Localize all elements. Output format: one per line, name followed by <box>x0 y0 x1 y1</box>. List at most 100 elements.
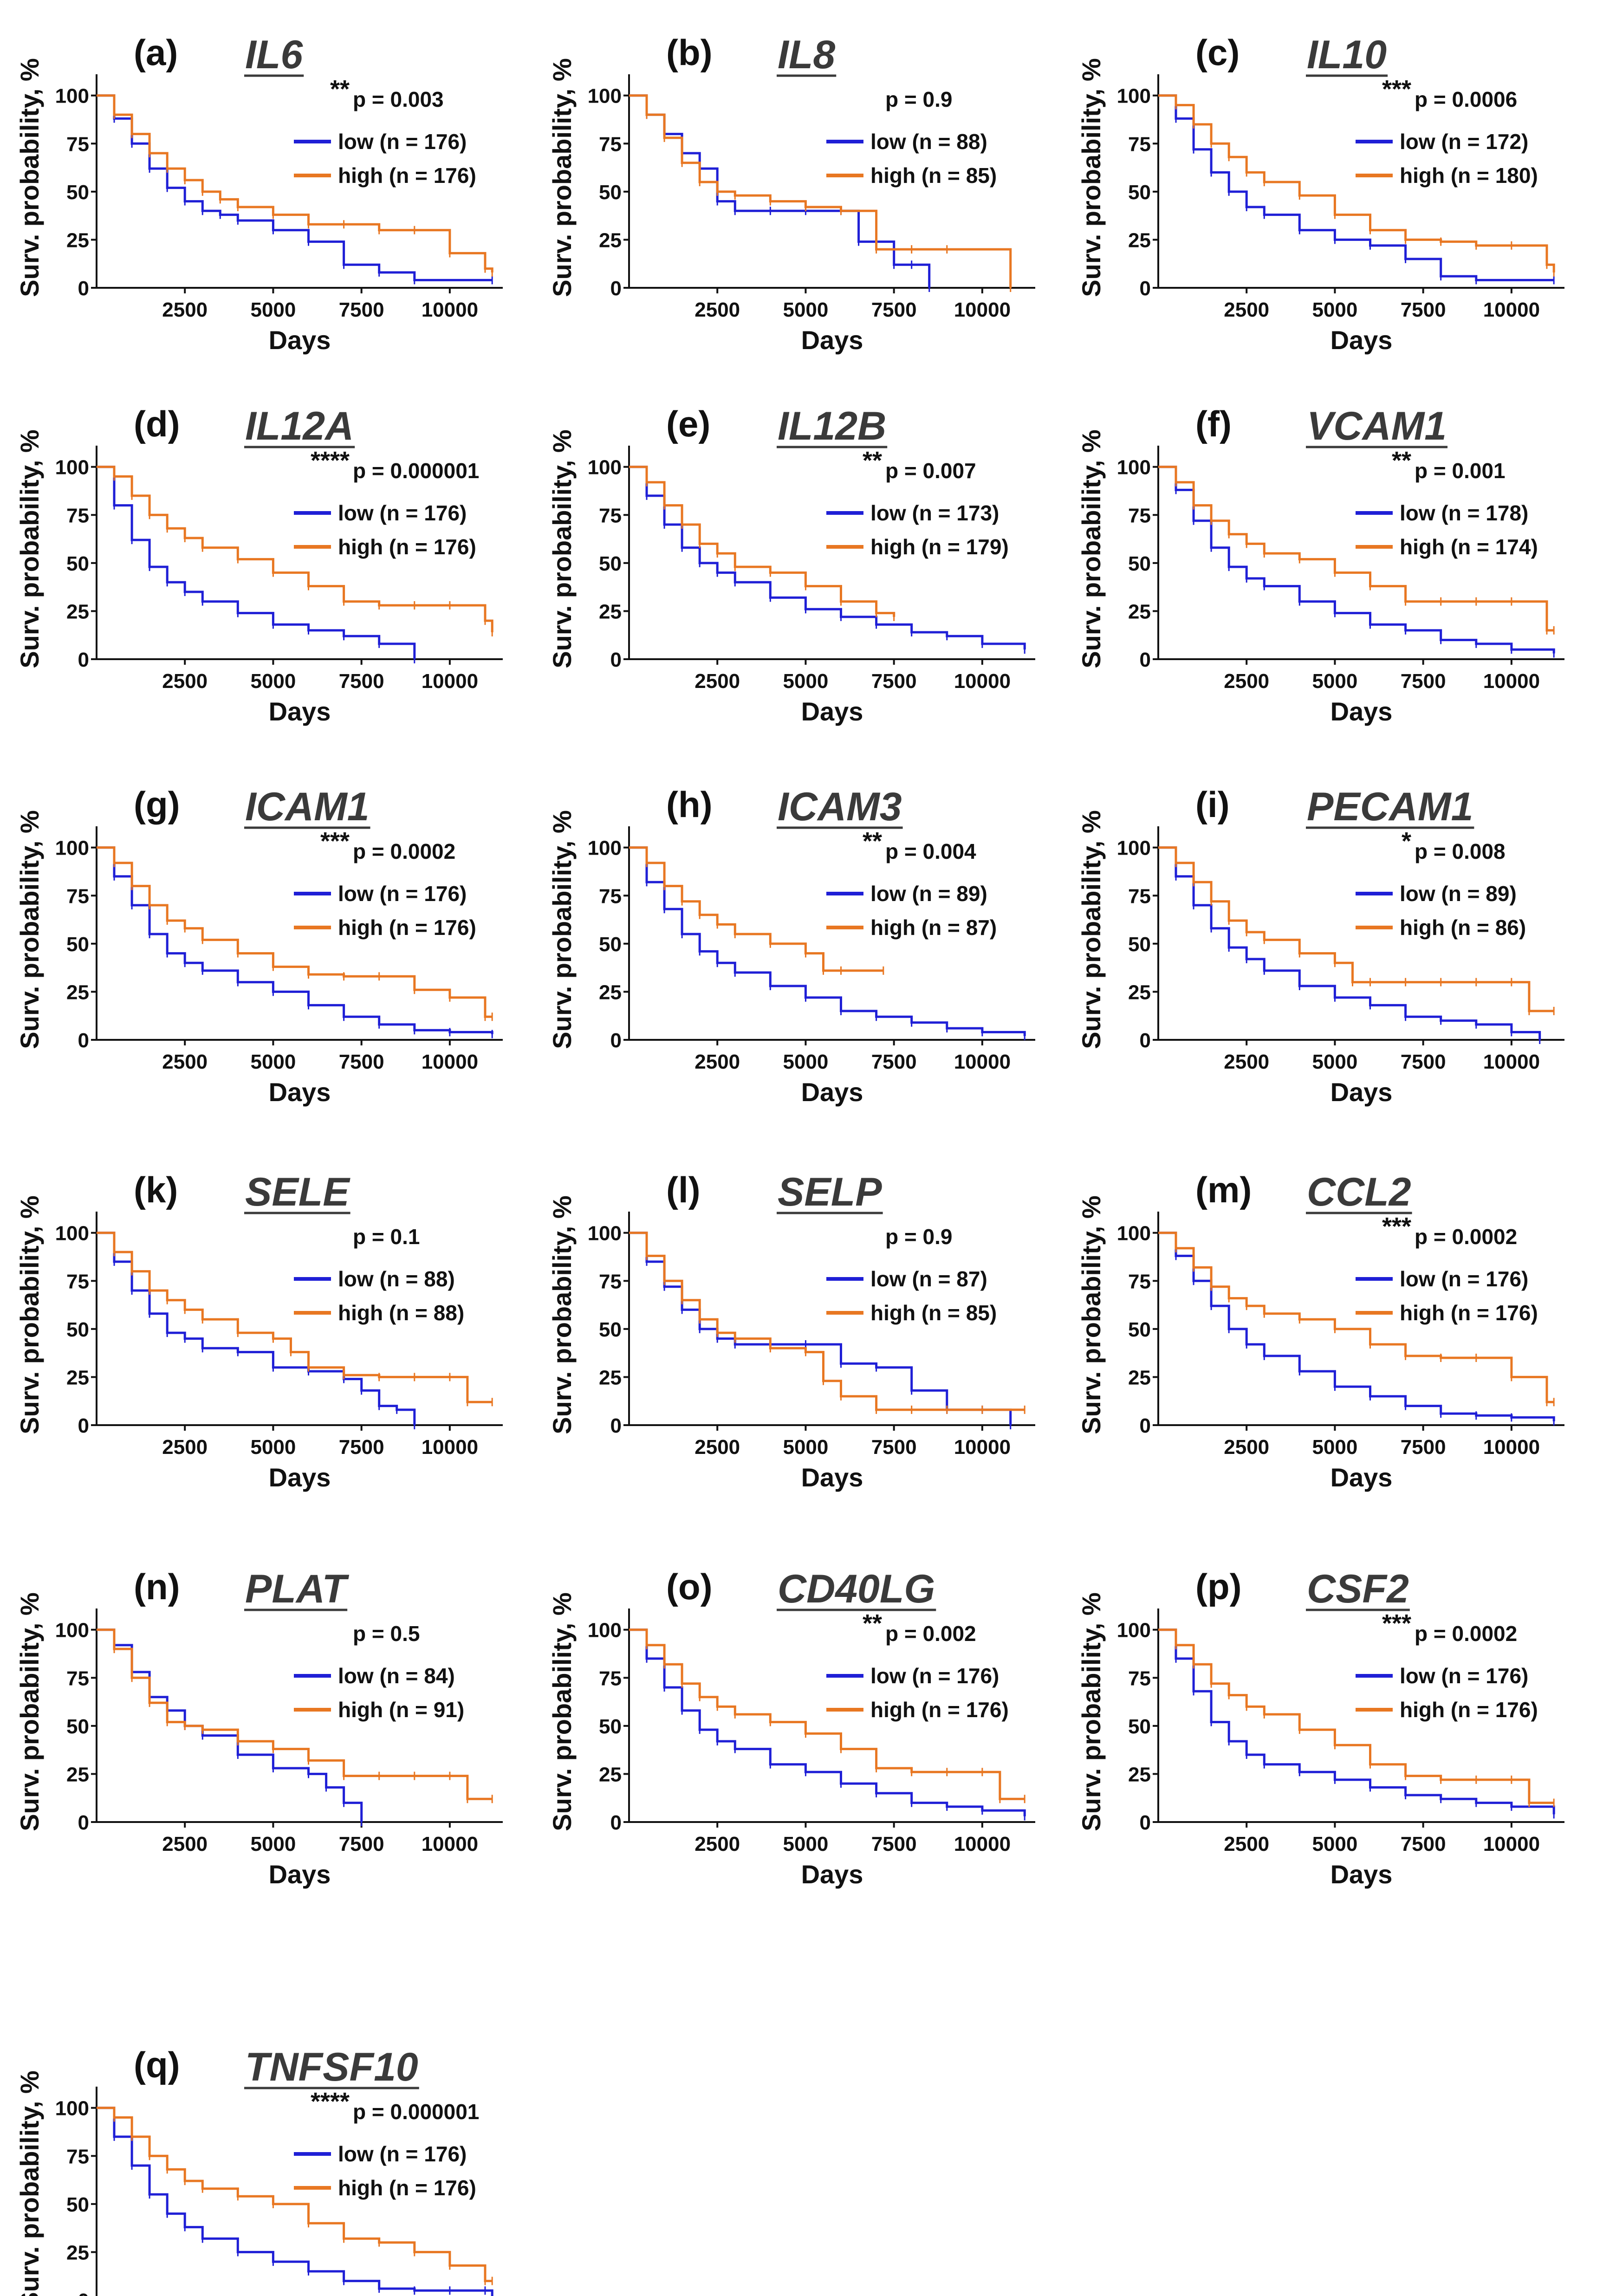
x-tick-label: 10000 <box>422 298 478 321</box>
survival-curve-low <box>629 1232 1012 1425</box>
km-panel-csf2: 0 25 50 75 100 2500 5000 7500 10000 Days Surv. pro… <box>1077 1566 1564 1889</box>
y-tick-label: 50 <box>66 552 89 575</box>
legend-label-low: low (n = 88) <box>870 130 987 154</box>
y-axis-label: Surv. probability, % <box>15 1592 44 1831</box>
p-value: p = 0.0002 <box>353 839 455 863</box>
km-panel-cd40lg: 0 25 50 75 100 2500 5000 7500 10000 Days Surv. pro… <box>547 1566 1035 1889</box>
gene-title: IL12B <box>778 404 886 448</box>
y-tick-label: 100 <box>55 1619 89 1642</box>
legend-label-high: high (n = 174) <box>1400 535 1538 559</box>
x-tick-label: 10000 <box>1483 1436 1540 1459</box>
y-tick-label: 50 <box>1128 181 1151 204</box>
y-tick-label: 75 <box>66 1270 89 1293</box>
y-tick-label: 25 <box>1128 229 1151 252</box>
x-axis-label: Days <box>1330 1860 1393 1889</box>
legend-label-low: low (n = 89) <box>870 882 987 906</box>
y-tick-label: 0 <box>78 1029 89 1052</box>
x-tick-label: 2500 <box>694 670 740 693</box>
survival-curve-high <box>97 1232 493 1403</box>
legend-label-high: high (n = 176) <box>338 163 476 188</box>
x-tick-label: 2500 <box>1224 298 1269 321</box>
y-tick-label: 25 <box>1128 1366 1151 1389</box>
panel-letter: (n) <box>134 1566 180 1607</box>
legend-label-high: high (n = 176) <box>1400 1301 1538 1325</box>
x-tick-label: 7500 <box>871 298 917 321</box>
y-tick-label: 25 <box>1128 1763 1151 1786</box>
km-panel-selp: 0 25 50 75 100 2500 5000 7500 10000 Days Surv. pro… <box>547 1169 1035 1492</box>
y-tick-label: 0 <box>610 1811 622 1834</box>
y-tick-label: 100 <box>55 837 89 860</box>
y-tick-label: 25 <box>66 600 89 623</box>
x-tick-label: 5000 <box>250 1436 296 1459</box>
y-tick-label: 50 <box>1128 552 1151 575</box>
gene-title: ICAM3 <box>778 785 902 829</box>
y-tick-label: 25 <box>66 229 89 252</box>
legend-label-high: high (n = 86) <box>1400 915 1526 940</box>
y-tick-label: 25 <box>66 1366 89 1389</box>
x-axis-label: Days <box>801 1463 863 1492</box>
x-tick-label: 7500 <box>1401 298 1446 321</box>
p-value: p = 0.008 <box>1415 839 1506 863</box>
x-tick-label: 7500 <box>1401 1436 1446 1459</box>
y-tick-label: 75 <box>66 1667 89 1690</box>
y-tick-label: 75 <box>599 1270 622 1293</box>
panel-letter: (e) <box>666 403 710 444</box>
gene-title: CD40LG <box>778 1567 935 1611</box>
x-tick-label: 2500 <box>694 298 740 321</box>
x-tick-label: 2500 <box>694 1051 740 1073</box>
p-value: p = 0.002 <box>885 1621 976 1646</box>
legend-label-low: low (n = 173) <box>870 501 999 525</box>
survival-curve-high <box>1158 94 1555 272</box>
x-tick-label: 10000 <box>1483 298 1540 321</box>
x-tick-label: 10000 <box>954 1051 1011 1073</box>
x-tick-label: 7500 <box>871 1051 917 1073</box>
y-tick-label: 0 <box>1140 277 1151 300</box>
legend-label-low: low (n = 176) <box>338 2142 467 2166</box>
legend-label-high: high (n = 176) <box>338 535 476 559</box>
y-tick-label: 75 <box>599 504 622 527</box>
p-value: p = 0.0006 <box>1415 87 1517 111</box>
legend-label-high: high (n = 179) <box>870 535 1009 559</box>
survival-curve-high <box>629 466 896 617</box>
y-tick-label: 75 <box>1128 1667 1151 1690</box>
x-tick-label: 10000 <box>1483 670 1540 693</box>
y-tick-label: 100 <box>1117 85 1151 108</box>
y-tick-label: 25 <box>1128 600 1151 623</box>
x-tick-label: 2500 <box>1224 1051 1269 1073</box>
legend-label-low: low (n = 176) <box>870 1664 999 1688</box>
x-axis-label: Days <box>1330 1463 1393 1492</box>
x-axis-label: Days <box>269 1463 331 1492</box>
panel-letter: (q) <box>134 2044 180 2085</box>
gene-title: SELP <box>778 1170 882 1214</box>
y-tick-label: 75 <box>1128 885 1151 908</box>
y-tick-label: 100 <box>588 837 622 860</box>
y-tick-label: 100 <box>588 85 622 108</box>
p-value: p = 0.0002 <box>1415 1225 1517 1249</box>
legend-label-low: low (n = 176) <box>338 130 467 154</box>
y-tick-label: 0 <box>78 2290 89 2296</box>
x-tick-label: 5000 <box>783 298 828 321</box>
x-tick-label: 5000 <box>1312 1436 1357 1459</box>
gene-title: CCL2 <box>1307 1170 1411 1214</box>
y-tick-label: 75 <box>1128 133 1151 156</box>
y-tick-label: 0 <box>1140 1811 1151 1834</box>
y-axis-label: Surv. probability, % <box>1077 1195 1106 1434</box>
p-value: p = 0.1 <box>353 1225 420 1249</box>
p-value: p = 0.001 <box>1415 459 1506 483</box>
legend-label-low: low (n = 176) <box>1400 1267 1528 1291</box>
legend: low (n = 88) high (n = 85) <box>826 130 997 188</box>
y-axis-label: Surv. probability, % <box>15 429 44 668</box>
p-value: p = 0.0002 <box>1415 1621 1517 1646</box>
gene-title: IL10 <box>1307 32 1387 77</box>
km-panel-il12b: 0 25 50 75 100 2500 5000 7500 10000 Days Surv. pro… <box>547 403 1035 726</box>
p-value: p = 0.007 <box>885 459 976 483</box>
legend: low (n = 176) high (n = 176) <box>294 130 476 188</box>
significance-stars: **** <box>311 2088 350 2115</box>
y-axis-label: Surv. probability, % <box>15 58 44 297</box>
y-tick-label: 75 <box>66 2145 89 2168</box>
panel-letter: (p) <box>1195 1566 1242 1607</box>
legend-label-high: high (n = 88) <box>338 1301 464 1325</box>
legend: low (n = 172) high (n = 180) <box>1356 130 1538 188</box>
legend: low (n = 176) high (n = 176) <box>1356 1267 1538 1325</box>
